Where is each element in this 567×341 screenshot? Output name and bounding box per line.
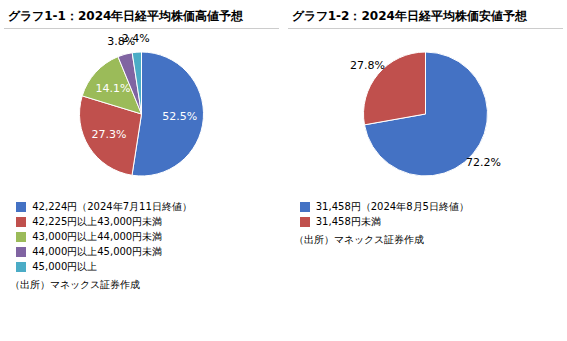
html-text:31,458円未満: 31,458円未満 [315, 215, 381, 227]
html-text:（出所）マネックス証券作成: （出所）マネックス証券作成 [10, 279, 141, 290]
html-text:43,000円以上44,000円未満: 43,000円以上44,000円未満 [32, 230, 163, 242]
html-text:44,000円以上45,000円未満: 44,000円以上45,000円未満 [32, 245, 163, 257]
svg-text:27.8%: 27.8% [350, 59, 385, 72]
html-text:31,458円（2024年8月5日終値）: 31,458円（2024年8月5日終値） [315, 200, 469, 212]
svg-text:27.3%: 27.3% [92, 128, 127, 141]
html-text:グラフ1-1：2024年日経平均株価高値予想: グラフ1-1：2024年日経平均株価高値予想 [8, 9, 244, 23]
html-text:45,000円以上: 45,000円以上 [32, 260, 98, 272]
html-text:42,225円以上43,000円未満: 42,225円以上43,000円未満 [32, 215, 163, 227]
svg-text:72.2%: 72.2% [466, 156, 501, 169]
svg-text:2.4%: 2.4% [122, 32, 150, 45]
html-text:42,224円（2024年7月11日終値）: 42,224円（2024年7月11日終値） [32, 200, 192, 212]
svg-text:14.1%: 14.1% [96, 82, 131, 95]
svg-text:52.5%: 52.5% [163, 110, 198, 123]
html-text:グラフ1-2：2024年日経平均株価安値予想: グラフ1-2：2024年日経平均株価安値予想 [291, 9, 527, 23]
html-text:（出所）マネックス証券作成: （出所）マネックス証券作成 [293, 234, 424, 245]
